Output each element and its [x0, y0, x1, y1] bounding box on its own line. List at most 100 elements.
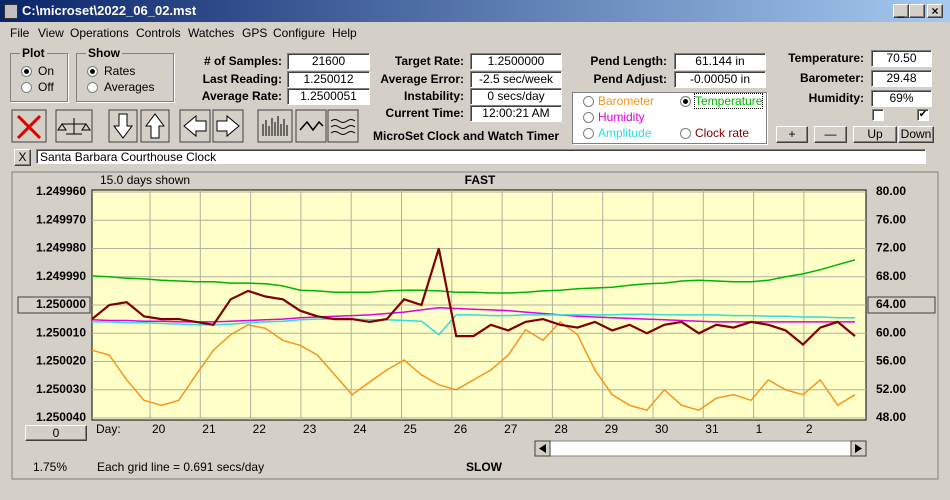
series-line [92, 313, 855, 336]
minimize-button[interactable]: _ [893, 4, 909, 18]
field-label: Pend Adjust: [593, 72, 667, 86]
radio-label[interactable]: On [38, 64, 55, 78]
y2-tick-label: 68.00 [876, 269, 906, 283]
x-tick-label: 24 [353, 422, 367, 436]
group-title: Show [86, 46, 122, 60]
legend-radio[interactable] [583, 96, 594, 107]
menu-item[interactable]: Configure [273, 26, 326, 40]
legend-label[interactable]: Temperature [693, 93, 764, 109]
field-value: 70.50 [871, 50, 932, 67]
y2-tick-label: 72.00 [876, 241, 906, 255]
wave-button[interactable] [295, 109, 327, 143]
control-button[interactable]: Up [853, 126, 897, 143]
series-line [91, 248, 856, 346]
legend-radio[interactable] [583, 128, 594, 139]
title-bar [0, 0, 950, 22]
waves-icon [330, 119, 356, 135]
y-tick-label: 1.250000 [36, 297, 86, 311]
control-button[interactable]: Down [898, 126, 934, 143]
legend-radio[interactable] [583, 112, 594, 123]
group-title: Plot [20, 46, 47, 60]
up-icon [145, 113, 165, 139]
percent-label: 1.75% [33, 460, 67, 474]
field-label: Barometer: [799, 71, 864, 85]
control-button[interactable]: + [776, 126, 808, 143]
field-label: Current Time: [385, 106, 464, 120]
x-tick-label: 27 [504, 422, 518, 436]
field-value: 0 secs/day [470, 88, 562, 105]
toolbar [11, 109, 359, 143]
radio-button[interactable] [21, 82, 32, 93]
checkbox-checked[interactable]: ✔ [917, 109, 929, 121]
field-value: 1.2500000 [470, 53, 562, 70]
field-label: Instability: [403, 89, 464, 103]
x-tick-label: 26 [454, 422, 468, 436]
maximize-button[interactable] [909, 4, 925, 18]
field-label: Last Reading: [202, 72, 282, 86]
x-tick-label: 20 [152, 422, 166, 436]
center-button[interactable] [17, 296, 91, 314]
field-value: -2.5 sec/week [470, 71, 562, 88]
series-line [91, 307, 855, 323]
clock-name-field[interactable]: Santa Barbara Courthouse Clock [36, 149, 926, 164]
x-tick-label: 28 [554, 422, 568, 436]
legend-label[interactable]: Amplitude [598, 126, 652, 140]
y2-tick-label: 56.00 [876, 354, 906, 368]
radio-label[interactable]: Off [38, 80, 54, 94]
series-line [91, 259, 856, 294]
series-select-panel [572, 92, 767, 144]
field-value: 1.250012 [287, 71, 370, 88]
caption: MicroSet Clock and Watch Timer [373, 129, 560, 143]
balance-icon [57, 118, 91, 135]
x-tick-label: 1 [756, 422, 763, 436]
menu-item[interactable]: Help [332, 26, 357, 40]
x-tick-label: 23 [303, 422, 317, 436]
scrollbar[interactable] [534, 440, 867, 457]
control-button[interactable]: — [814, 126, 847, 143]
x-tick-label: 2 [806, 422, 813, 436]
series-line [91, 320, 856, 412]
y-tick-label: 1.250010 [36, 325, 86, 339]
legend-label[interactable]: Clock rate [695, 126, 750, 140]
legend-radio[interactable] [680, 96, 691, 107]
x-tick-label: 30 [655, 422, 669, 436]
x-tick-label: 21 [202, 422, 216, 436]
close-name-button[interactable]: X [14, 149, 31, 166]
field-value: 69% [871, 90, 932, 107]
x-axis-label: Day: [96, 422, 121, 436]
legend-label[interactable]: Humidity [598, 110, 645, 124]
field-label: Temperature: [788, 51, 864, 65]
radio-button[interactable] [21, 66, 32, 77]
y2-tick-label: 48.00 [876, 410, 906, 424]
grid-note: Each grid line = 0.691 secs/day [97, 460, 264, 474]
menu-item[interactable]: Controls [136, 26, 181, 40]
legend-label[interactable]: Barometer [598, 94, 655, 108]
field-label: Target Rate: [394, 54, 464, 68]
field-label: Pend Length: [590, 54, 667, 68]
field-value: 29.48 [871, 70, 932, 87]
radio-button[interactable] [87, 82, 98, 93]
radio-button[interactable] [87, 66, 98, 77]
legend-radio[interactable] [680, 128, 691, 139]
x-tick-label: 29 [605, 422, 619, 436]
y-tick-label: 1.249990 [36, 269, 86, 283]
y2-tick-label: 64.00 [876, 297, 906, 311]
radio-label[interactable]: Averages [104, 80, 155, 94]
menu-item[interactable]: GPS [242, 26, 268, 40]
menu-item[interactable]: Operations [70, 26, 129, 40]
y2-tick-label: 52.00 [876, 382, 906, 396]
field-label: Average Rate: [201, 89, 282, 103]
menu-item[interactable]: Watches [188, 26, 235, 40]
checkbox[interactable] [872, 109, 884, 121]
y-tick-label: 1.250030 [36, 382, 86, 396]
menu-item[interactable]: View [38, 26, 64, 40]
field-value: -0.00050 in [674, 71, 766, 88]
center-button-right[interactable] [867, 296, 936, 314]
close-window-button[interactable]: × [927, 4, 943, 18]
menu-item[interactable]: File [10, 26, 30, 40]
offset-button[interactable]: 0 [25, 425, 87, 441]
radio-label[interactable]: Rates [104, 64, 136, 78]
down-icon [113, 113, 133, 139]
